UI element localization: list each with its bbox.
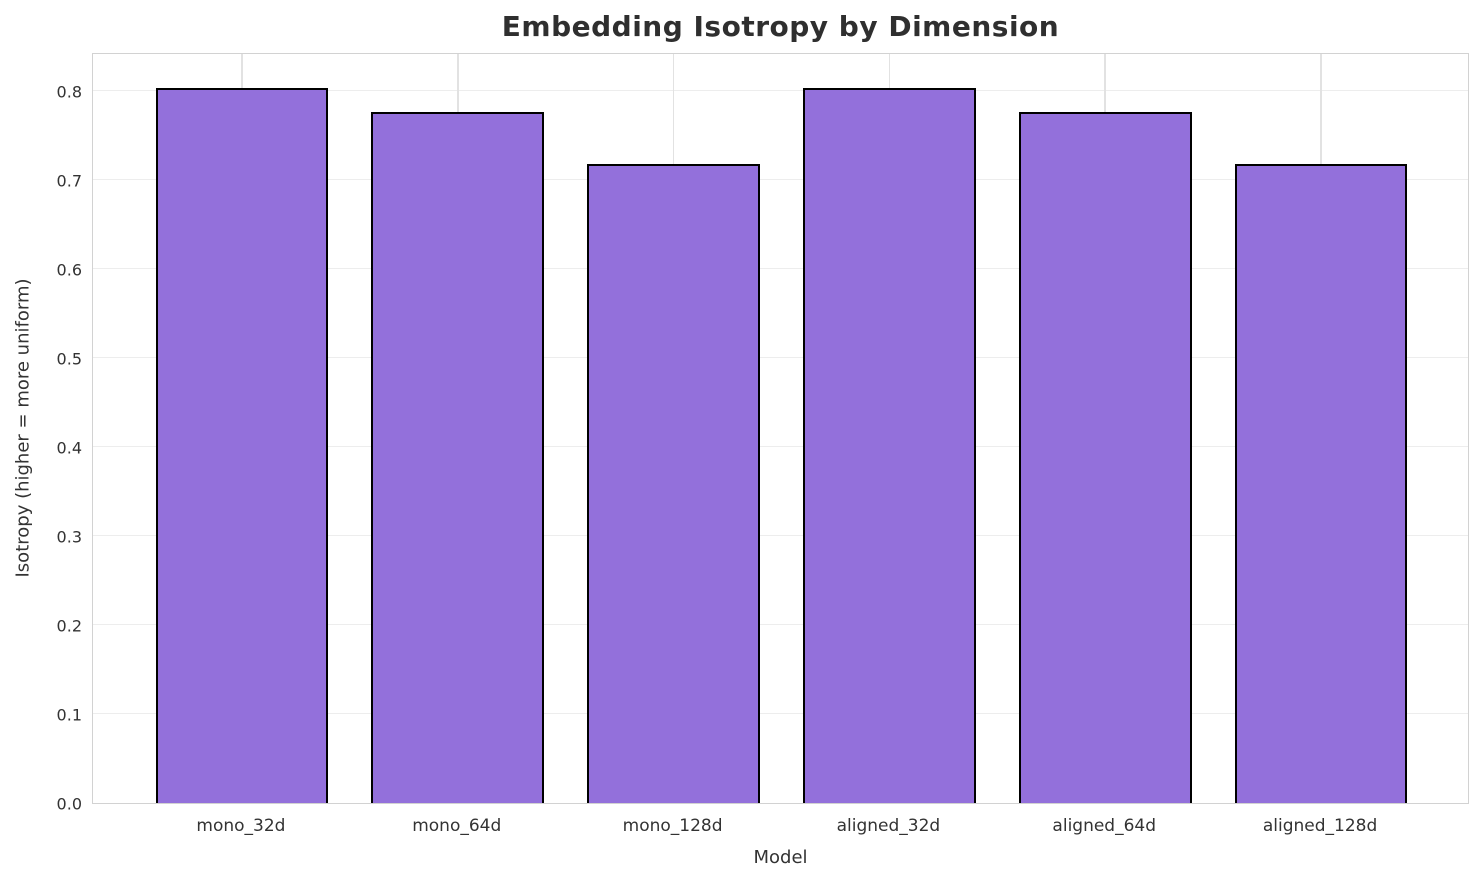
y-tick-label: 0.3 — [56, 527, 82, 547]
bar-mono_64d — [371, 111, 545, 803]
horizontal-gridline — [93, 712, 1468, 715]
y-tick-label: 0.6 — [56, 260, 82, 280]
horizontal-gridline — [93, 89, 1468, 92]
horizontal-gridline — [93, 356, 1468, 359]
bar-mono_128d — [587, 164, 760, 803]
plot-area — [92, 53, 1469, 804]
horizontal-gridline — [93, 534, 1468, 537]
bar-aligned_64d — [1018, 111, 1192, 803]
x-tick-label-aligned_128d: aligned_128d — [1262, 816, 1378, 836]
x-tick-label-mono_128d: mono_128d — [622, 816, 723, 836]
x-tick-label-mono_32d: mono_32d — [196, 816, 286, 836]
horizontal-gridline — [93, 267, 1468, 270]
horizontal-gridline — [93, 178, 1468, 181]
y-tick-label: 0.7 — [56, 171, 82, 191]
y-tick-label: 0.2 — [56, 616, 82, 636]
y-tick-label: 0.5 — [56, 349, 82, 369]
x-tick-label-mono_64d: mono_64d — [412, 816, 502, 836]
y-tick-label: 0.0 — [56, 794, 82, 814]
x-tick-label-aligned_32d: aligned_32d — [836, 816, 941, 836]
bar-aligned_128d — [1234, 164, 1408, 803]
y-tick-label: 0.4 — [56, 438, 82, 458]
x-axis-label: Model — [753, 847, 808, 868]
y-tick-label: 0.1 — [56, 705, 82, 725]
horizontal-gridline — [93, 445, 1468, 448]
x-tick-label-aligned_64d: aligned_64d — [1052, 816, 1157, 836]
y-tick-label: 0.8 — [56, 82, 82, 102]
bar-aligned_32d — [803, 87, 976, 803]
horizontal-gridline — [93, 623, 1468, 626]
bar-mono_32d — [155, 87, 329, 803]
chart-title: Embedding Isotropy by Dimension — [501, 10, 1060, 43]
